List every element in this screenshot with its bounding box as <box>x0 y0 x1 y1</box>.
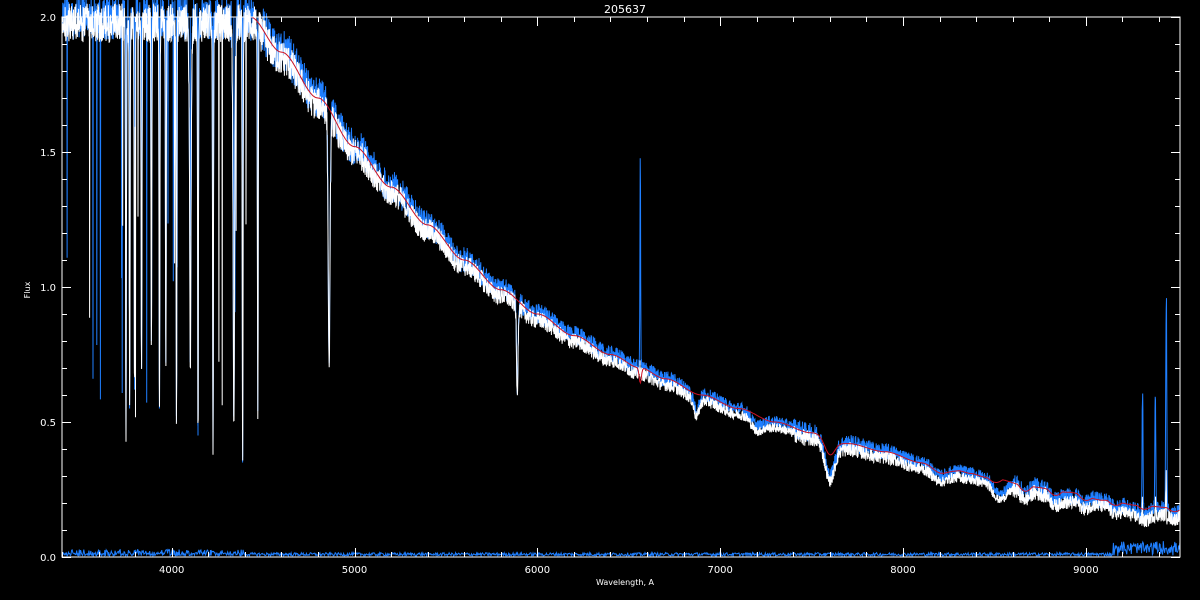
y-tick-label: 0.5 <box>40 418 56 429</box>
y-tick-label: 1.0 <box>40 283 56 294</box>
y-tick-label: 0.0 <box>40 553 56 564</box>
y-tick-label: 2.0 <box>40 13 56 24</box>
x-tick-label: 9000 <box>1073 565 1098 576</box>
x-axis-ticks <box>62 17 1160 557</box>
y-axis-ticks <box>62 17 1180 558</box>
axes-layer: 4000 5000 6000 7000 8000 9000 0.0 0.5 1.0 1.5 2.0 <box>40 13 1181 576</box>
series-model-spectrum <box>61 3 1181 528</box>
x-tick-label: 7000 <box>707 565 732 576</box>
x-tick-label: 8000 <box>890 565 915 576</box>
y-axis-tick-labels: 0.0 0.5 1.0 1.5 2.0 <box>40 13 56 564</box>
series-error-array <box>61 540 1181 558</box>
y-tick-label: 1.5 <box>40 148 56 159</box>
x-axis-label: Wavelength, A <box>596 578 655 587</box>
y-axis-label: Flux <box>23 281 32 298</box>
x-tick-label: 6000 <box>525 565 550 576</box>
x-tick-label: 5000 <box>342 565 367 576</box>
x-tick-label: 4000 <box>159 565 184 576</box>
page-title: 205637 <box>604 3 646 16</box>
x-axis-tick-labels: 4000 5000 6000 7000 8000 9000 <box>159 565 1099 576</box>
